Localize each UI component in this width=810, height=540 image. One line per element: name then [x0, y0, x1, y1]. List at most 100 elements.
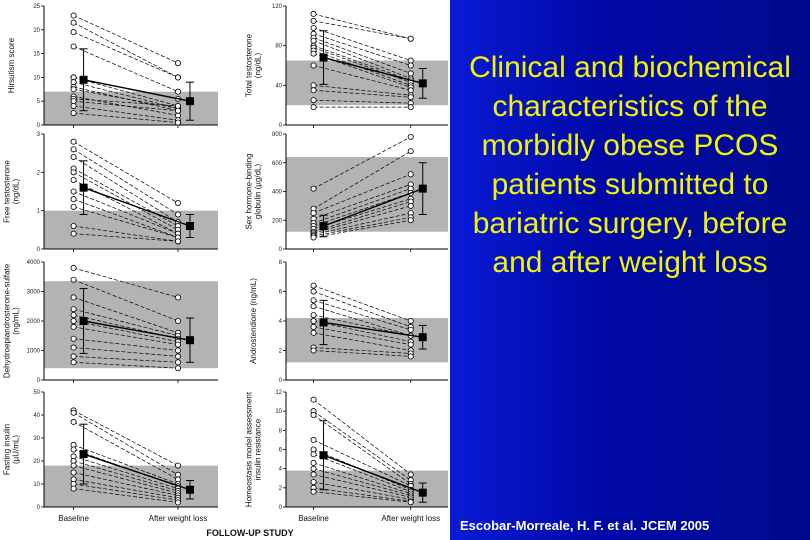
y-tick-label: 12	[275, 390, 282, 396]
patient-line	[73, 347, 179, 357]
after-point	[174, 107, 181, 114]
after-point	[174, 60, 181, 67]
patient-line	[313, 326, 411, 345]
patient-line	[73, 141, 179, 204]
baseline-point	[70, 359, 77, 366]
y-tick-label: 800	[272, 132, 283, 138]
baseline-point	[70, 294, 77, 301]
after-point	[174, 462, 181, 469]
patient-line	[73, 198, 179, 238]
baseline-point	[70, 317, 77, 324]
y-tick-label: 3	[37, 132, 41, 138]
y-tick-label: 25	[33, 4, 40, 10]
patient-line	[313, 474, 411, 498]
patient-line	[313, 205, 411, 234]
y-tick-label: 8	[279, 428, 283, 434]
baseline-point	[310, 479, 317, 486]
y-axis-title: globulin (µg/dL)	[254, 164, 263, 220]
patient-line	[73, 456, 179, 489]
baseline-point	[70, 86, 77, 93]
x-category-label: After weight loss	[381, 514, 440, 523]
patient-line	[313, 33, 411, 66]
citation: Escobar-Morreale, H. F. et al. JCEM 2005	[460, 518, 710, 533]
baseline-point	[70, 264, 77, 271]
y-tick-label: 40	[275, 83, 282, 89]
y-tick-label: 0	[279, 247, 283, 253]
baseline-point	[70, 462, 77, 469]
baseline-point	[310, 234, 317, 241]
baseline-point	[310, 24, 317, 31]
patient-line	[73, 168, 179, 227]
baseline-point	[310, 185, 317, 192]
patient-line	[313, 453, 411, 492]
baseline-point	[70, 203, 77, 210]
y-tick-label: 8	[279, 260, 283, 266]
patient-line	[313, 350, 411, 357]
patient-line	[313, 89, 411, 98]
patient-line	[313, 300, 411, 331]
baseline-point	[70, 446, 77, 453]
patient-line	[313, 173, 411, 214]
baseline-point	[310, 87, 317, 94]
mean-marker	[79, 317, 88, 325]
patient-line	[313, 305, 411, 337]
baseline-point	[310, 347, 317, 354]
mean-line	[323, 454, 423, 494]
baseline-point	[310, 288, 317, 295]
after-point	[407, 148, 414, 155]
mean-marker	[319, 451, 328, 460]
y-tick-label: 0	[279, 123, 283, 129]
y-tick-label: 0	[279, 378, 283, 384]
baseline-point	[70, 418, 77, 425]
patient-line	[73, 356, 178, 363]
patient-line	[73, 206, 179, 238]
patient-line	[73, 156, 179, 223]
patient-line	[313, 219, 411, 238]
after-point	[174, 359, 181, 366]
after-point	[407, 217, 414, 224]
baseline-point	[310, 488, 317, 495]
patient-line	[313, 27, 411, 61]
mean-marker	[79, 75, 88, 84]
patient-line	[73, 267, 179, 298]
baseline-point	[70, 196, 77, 203]
y-tick-label: 400	[272, 190, 283, 196]
x-category-label: Baseline	[298, 514, 329, 523]
y-tick-label: 6	[279, 290, 283, 296]
baseline-point	[70, 146, 77, 153]
y-tick-label: 2	[279, 349, 283, 355]
y-tick-label: 0	[279, 505, 283, 511]
baseline-point	[70, 312, 77, 319]
patient-line	[313, 399, 411, 475]
after-point	[407, 104, 414, 111]
mean-line	[83, 320, 191, 341]
patient-line	[313, 20, 411, 40]
y-axis-title: insulin resistance	[254, 418, 263, 480]
mean-line	[83, 187, 191, 227]
after-point	[174, 199, 181, 206]
after-point	[174, 294, 181, 301]
y-tick-label: 4	[279, 467, 283, 473]
y-axis-title: Free testosterone	[3, 160, 12, 223]
baseline-point	[70, 188, 77, 195]
mean-line	[323, 56, 423, 85]
baseline-point	[310, 17, 317, 24]
baseline-point	[70, 469, 77, 476]
mean-marker	[185, 222, 194, 230]
patient-line	[313, 188, 411, 224]
baseline-point	[70, 353, 77, 360]
y-tick-label: 40	[33, 413, 40, 419]
mean-line	[323, 321, 423, 338]
baseline-point	[310, 10, 317, 17]
y-tick-label: 0	[37, 247, 41, 253]
after-point	[407, 353, 414, 360]
patient-line	[73, 412, 179, 476]
patient-line	[313, 183, 411, 220]
after-point	[407, 341, 414, 348]
mean-marker	[185, 485, 194, 494]
baseline-point	[70, 323, 77, 330]
patient-line	[313, 45, 411, 81]
patient-line	[73, 98, 179, 107]
after-point	[407, 87, 414, 94]
